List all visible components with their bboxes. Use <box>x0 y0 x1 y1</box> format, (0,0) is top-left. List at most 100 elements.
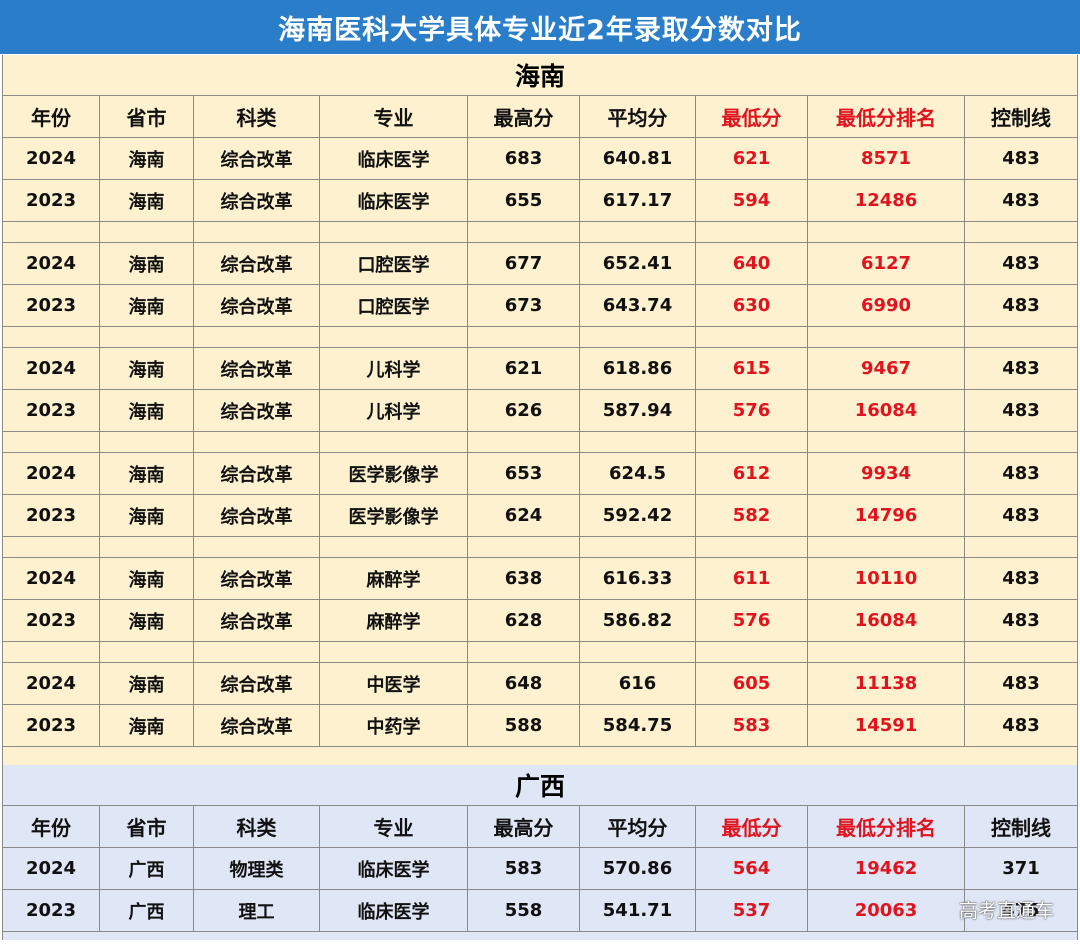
table-row: 2024 海南 综合改革 麻醉学 638 616.33 611 10110 483 <box>3 558 1077 600</box>
header-min-rank: 最低分排名 <box>808 96 965 137</box>
cell-min-score: 583 <box>696 705 808 746</box>
empty-cell <box>100 537 194 557</box>
table-row: 2023 海南 综合改革 口腔医学 673 643.74 630 6990 483 <box>3 285 1077 327</box>
table-row: 2023 广西 理工 临床医学 558 541.71 537 20063 475 <box>3 890 1077 932</box>
cell-year: 2023 <box>3 285 100 326</box>
cell-min-score: 537 <box>696 890 808 931</box>
cell-province: 海南 <box>100 600 194 641</box>
empty-cell <box>320 642 468 662</box>
spacer-row <box>3 537 1077 558</box>
cell-min-rank: 11138 <box>808 663 965 704</box>
cell-year: 2023 <box>3 495 100 536</box>
cell-major: 临床医学 <box>320 890 468 931</box>
empty-cell <box>320 432 468 452</box>
cell-control-line: 483 <box>1002 400 1040 421</box>
cell-min-score: 612 <box>696 453 808 494</box>
empty-cell <box>100 432 194 452</box>
cell-max-score: 648 <box>468 663 580 704</box>
empty-cell <box>320 537 468 557</box>
cell-min-rank: 8571 <box>808 138 965 179</box>
empty-cell <box>580 327 696 347</box>
cell-avg-score: 643.74 <box>580 285 696 326</box>
header-control-line: 控制线 <box>991 106 1051 130</box>
empty-cell <box>194 327 320 347</box>
empty-cell <box>100 222 194 242</box>
watermark: 高考直通车 <box>958 900 1054 922</box>
empty-cell <box>965 327 1077 347</box>
cell-major: 口腔医学 <box>320 285 468 326</box>
cell-major: 中医学 <box>320 663 468 704</box>
empty-cell <box>320 327 468 347</box>
cell-min-rank: 14591 <box>808 705 965 746</box>
empty-cell <box>808 432 965 452</box>
cell-avg-score: 617.17 <box>580 180 696 221</box>
cell-control-line: 371 <box>1002 858 1040 879</box>
cell-avg-score: 616.33 <box>580 558 696 599</box>
cell-control-line: 483 <box>1002 190 1040 211</box>
empty-cell <box>194 537 320 557</box>
cell-min-rank: 6127 <box>808 243 965 284</box>
cell-min-rank: 16084 <box>808 390 965 431</box>
cell-category: 综合改革 <box>194 348 320 389</box>
cell-year: 2024 <box>3 848 100 889</box>
empty-cell <box>3 642 100 662</box>
cell-province: 海南 <box>100 495 194 536</box>
cell-min-rank: 9934 <box>808 453 965 494</box>
cell-max-score: 655 <box>468 180 580 221</box>
cell-province: 广西 <box>100 848 194 889</box>
table-row: 2024 海南 综合改革 儿科学 621 618.86 615 9467 483 <box>3 348 1077 390</box>
cell-province: 海南 <box>100 390 194 431</box>
cell-year: 2024 <box>3 138 100 179</box>
spacer-row <box>3 222 1077 243</box>
empty-cell <box>580 432 696 452</box>
section-title-guangxi: 广西 <box>3 765 1077 806</box>
cell-control-line: 483 <box>1002 505 1040 526</box>
cell-province: 海南 <box>100 138 194 179</box>
empty-cell <box>3 432 100 452</box>
table-row: 2024 海南 综合改革 临床医学 683 640.81 621 8571 483 <box>3 138 1077 180</box>
cell-min-score: 582 <box>696 495 808 536</box>
empty-cell <box>194 222 320 242</box>
table-header-row: 年份 省市 科类 专业 最高分 平均分 最低分 最低分排名 控制线 <box>3 96 1077 138</box>
cell-min-score: 564 <box>696 848 808 889</box>
cell-max-score: 683 <box>468 138 580 179</box>
cell-major: 医学影像学 <box>320 453 468 494</box>
cell-category: 综合改革 <box>194 243 320 284</box>
cell-min-score: 576 <box>696 600 808 641</box>
empty-cell <box>100 642 194 662</box>
section-title-hainan: 海南 <box>3 55 1077 96</box>
cell-avg-score: 586.82 <box>580 600 696 641</box>
table-row: 2023 海南 综合改革 儿科学 626 587.94 576 16084 483 <box>3 390 1077 432</box>
cell-control-line: 483 <box>1002 463 1040 484</box>
header-max-score: 最高分 <box>468 806 580 847</box>
empty-cell <box>3 537 100 557</box>
cell-control-line: 483 <box>1002 295 1040 316</box>
cell-year: 2023 <box>3 180 100 221</box>
page-title: 海南医科大学具体专业近2年录取分数对比 <box>0 0 1080 54</box>
empty-cell <box>965 642 1077 662</box>
cell-category: 理工 <box>194 890 320 931</box>
cell-major: 儿科学 <box>320 390 468 431</box>
empty-cell <box>468 222 580 242</box>
empty-cell <box>320 222 468 242</box>
cell-min-score: 611 <box>696 558 808 599</box>
cell-avg-score: 652.41 <box>580 243 696 284</box>
cell-min-score: 615 <box>696 348 808 389</box>
cell-avg-score: 618.86 <box>580 348 696 389</box>
cell-province: 海南 <box>100 348 194 389</box>
table-row: 2024 广西 物理类 临床医学 583 570.86 564 19462 371 <box>3 848 1077 890</box>
cell-control-line: 483 <box>1002 358 1040 379</box>
empty-cell <box>965 537 1077 557</box>
empty-cell <box>194 642 320 662</box>
empty-cell <box>580 642 696 662</box>
cell-min-rank: 10110 <box>808 558 965 599</box>
empty-cell <box>808 327 965 347</box>
cell-max-score: 626 <box>468 390 580 431</box>
cell-category: 综合改革 <box>194 600 320 641</box>
empty-cell <box>808 537 965 557</box>
cell-avg-score: 587.94 <box>580 390 696 431</box>
cell-avg-score: 624.5 <box>580 453 696 494</box>
cell-min-rank: 16084 <box>808 600 965 641</box>
header-max-score: 最高分 <box>468 96 580 137</box>
